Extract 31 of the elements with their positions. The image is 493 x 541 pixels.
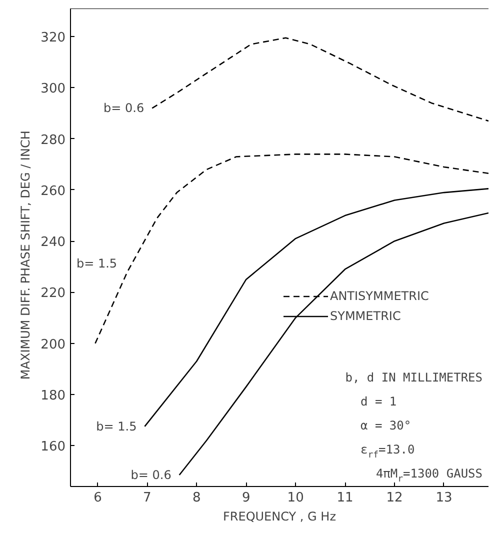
y-tick-label: 180 xyxy=(40,388,66,404)
x-tick-label: 11 xyxy=(336,490,354,506)
x-tick-label: 13 xyxy=(436,490,452,506)
line-series xyxy=(151,37,488,122)
x-tick-label: 8 xyxy=(192,490,201,506)
series-label: b= 1.5 xyxy=(96,419,137,434)
x-tick-label: 7 xyxy=(143,490,152,506)
y-tick-label: 200 xyxy=(40,337,66,352)
line-series xyxy=(94,154,488,344)
annotation: b, d IN MILLIMETRES xyxy=(345,370,483,384)
x-axis-title: FREQUENCY , G Hz xyxy=(223,510,336,524)
series-label: b= 1.5 xyxy=(76,256,118,270)
annotation: d = 1 xyxy=(360,394,397,408)
series-label: b= 0.6 xyxy=(104,101,144,116)
y-tick-label: 280 xyxy=(40,132,66,148)
annotation: SYMMETRIC xyxy=(330,309,401,323)
y-tick-label: 260 xyxy=(40,184,66,199)
x-tick-label: 10 xyxy=(287,490,304,506)
y-tick-label: 220 xyxy=(40,286,66,302)
series-label: b= 0.6 xyxy=(130,468,172,482)
y-axis-title: MAXIMUM DIFF. PHASE SHIFT, DEG / INCH xyxy=(18,130,33,380)
y-tick-label: 300 xyxy=(40,82,66,97)
y-tick-label: 160 xyxy=(40,440,66,455)
annotation: ANTISYMMETRIC xyxy=(330,289,429,303)
x-tick-label: 12 xyxy=(386,490,403,506)
x-tick-label: 6 xyxy=(94,490,102,506)
y-tick-label: 320 xyxy=(40,30,66,46)
annotation: α = 30° xyxy=(360,418,412,432)
x-tick-label: 9 xyxy=(242,490,250,506)
line-series xyxy=(178,212,488,476)
y-tick-label: 240 xyxy=(40,235,66,250)
